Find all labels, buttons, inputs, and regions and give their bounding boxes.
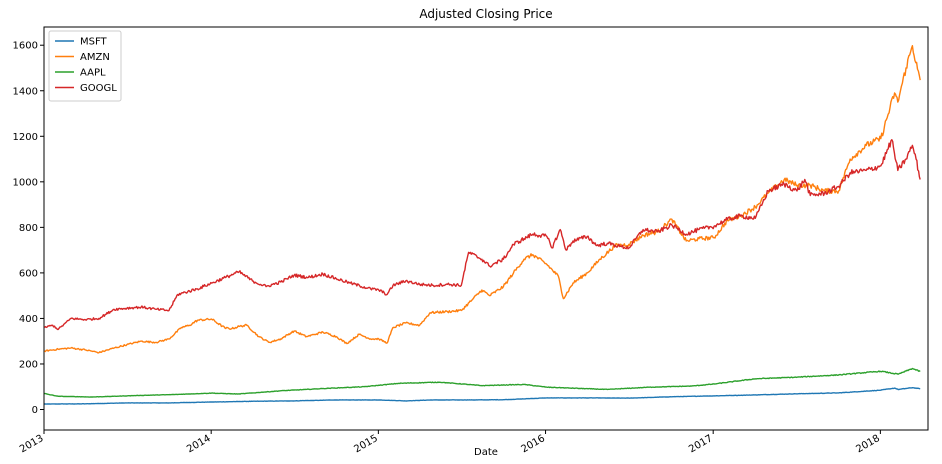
series-line-googl: [44, 139, 921, 331]
x-tick-label: 2017: [687, 433, 715, 455]
y-tick-label: 1000: [13, 177, 38, 188]
x-tick-label: 2018: [854, 433, 882, 455]
y-tick-label: 600: [19, 268, 38, 279]
x-axis-title: Date: [474, 447, 498, 458]
y-axis: 0 200 400 600 800 1000 1200 1400 1600: [13, 41, 44, 416]
y-tick-label: 200: [19, 359, 38, 370]
chart-title: Adjusted Closing Price: [419, 7, 552, 21]
y-tick-label: 1200: [13, 132, 38, 143]
y-tick-label: 0: [32, 405, 38, 416]
legend-label-msft: MSFT: [80, 37, 108, 48]
legend: MSFT AMZN AAPL GOOGL: [48, 30, 122, 102]
x-tick-label: 2015: [352, 433, 380, 455]
y-tick-label: 1600: [13, 41, 38, 52]
legend-box: [48, 30, 122, 102]
series-line-msft: [44, 387, 921, 405]
series-lines: [44, 45, 921, 405]
x-tick-label: 2016: [520, 433, 548, 455]
y-tick-label: 400: [19, 314, 38, 325]
series-line-amzn: [44, 45, 921, 354]
x-axis: 2013 2014 2015 2016 2017 2018: [18, 430, 882, 455]
y-tick-label: 800: [19, 223, 38, 234]
legend-label-amzn: AMZN: [80, 52, 110, 63]
y-tick-label: 1400: [13, 86, 38, 97]
legend-label-aapl: AAPL: [80, 68, 106, 79]
series-line-aapl: [44, 367, 921, 398]
plot-area: [43, 26, 929, 431]
legend-label-googl: GOOGL: [80, 83, 117, 94]
x-tick-label: 2013: [18, 433, 46, 455]
x-tick-label: 2014: [185, 433, 213, 455]
